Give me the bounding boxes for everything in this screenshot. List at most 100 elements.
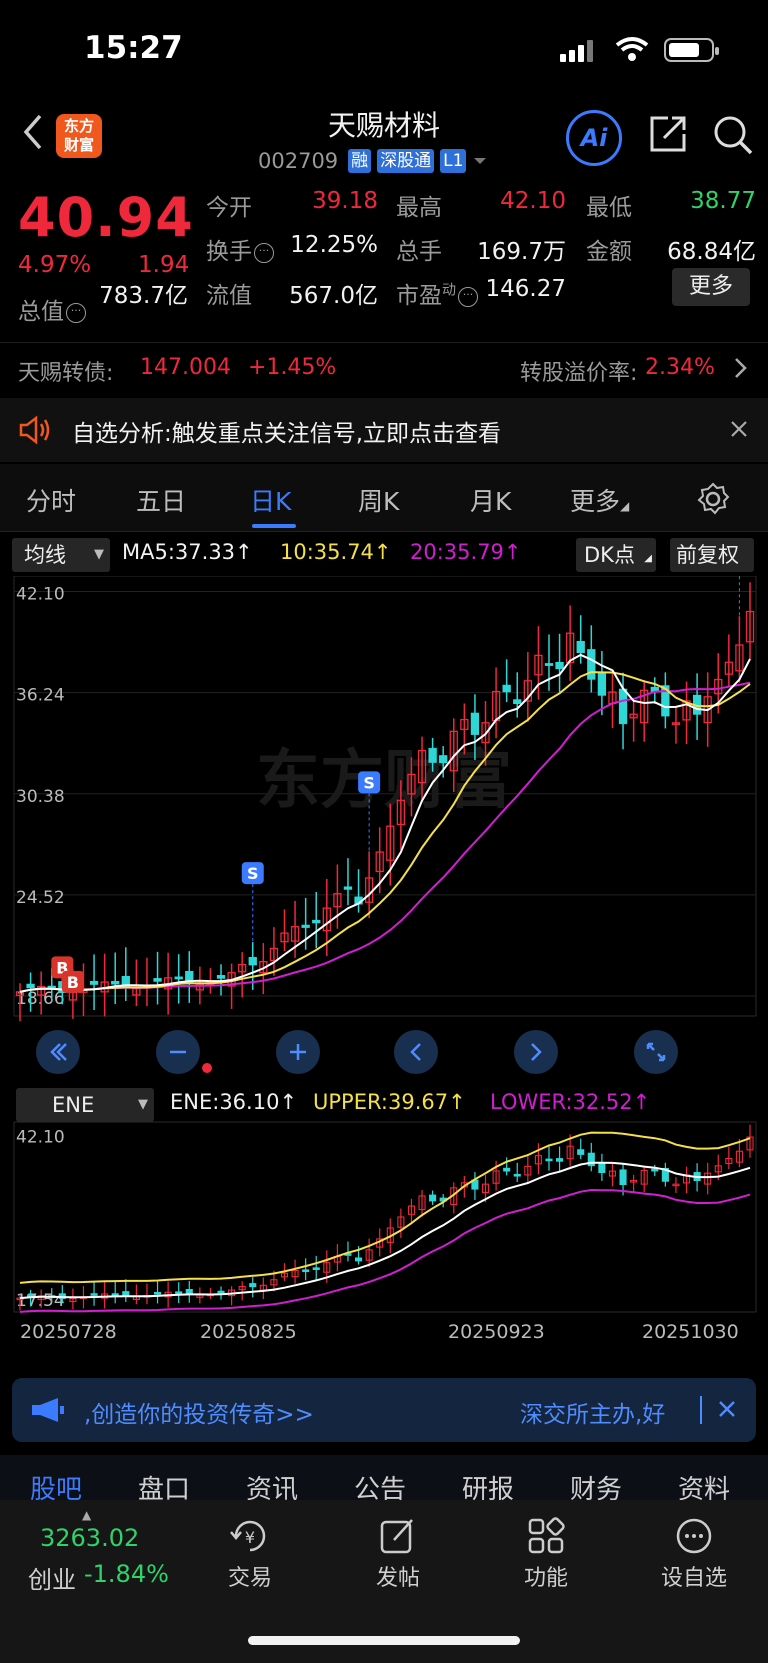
candle-body [15, 991, 25, 996]
info-icon[interactable]: ··· [66, 302, 86, 323]
adjust-button[interactable]: 前复权 [670, 538, 754, 572]
search-icon[interactable] [712, 114, 754, 156]
indicator-selector[interactable]: 均线 ▼ [12, 538, 110, 572]
stock-code: 002709 [258, 149, 339, 173]
nav-post[interactable]: 发帖 [348, 1516, 448, 1592]
candle-body [630, 1179, 638, 1183]
date-label: 20251030 [642, 1321, 739, 1343]
close-icon[interactable] [718, 1400, 736, 1418]
candle-body [216, 975, 226, 979]
index-name[interactable]: 创业 [28, 1566, 76, 1594]
convertible-bond-bar[interactable]: 天赐转债: 147.004 +1.45% 转股溢价率: 2.34% [0, 342, 768, 392]
tab-more[interactable]: 更多◢ [570, 482, 629, 518]
candle-body [37, 985, 46, 996]
close-icon[interactable] [730, 420, 748, 438]
tab-weekly-k[interactable]: 周K [358, 487, 400, 516]
nav-trade[interactable]: ¥ 交易 [200, 1516, 300, 1592]
ai-button[interactable]: Ai [566, 110, 622, 166]
nav-add-watchlist[interactable]: 设自选 [644, 1516, 744, 1592]
candle-body [90, 1293, 98, 1296]
control-circle [394, 1030, 438, 1074]
index-value[interactable]: 3263.02 [40, 1524, 140, 1552]
total-cap-label[interactable]: 总值 ··· [18, 292, 86, 326]
tab-research[interactable]: 研报 [462, 1475, 515, 1501]
tab-profile[interactable]: 资料 [678, 1475, 731, 1501]
zoom-out-icon[interactable] [156, 1030, 200, 1074]
edit-icon [380, 1519, 413, 1554]
chevron-right-icon [735, 358, 747, 378]
fullscreen-icon[interactable] [634, 1030, 678, 1074]
control-glyph [290, 1044, 306, 1060]
turnover-label[interactable]: 换手 ··· [206, 232, 274, 266]
sell-signal-badge [358, 771, 381, 794]
chevron-left-icon[interactable] [394, 1030, 438, 1074]
more-button[interactable]: 更多 [672, 268, 750, 306]
settings-icon[interactable] [696, 482, 730, 516]
index-change[interactable]: -1.84% [84, 1560, 169, 1588]
candle-body [735, 644, 744, 672]
high-value: 42.10 [500, 188, 566, 214]
bottom-nav: ▲ 3263.02 创业 -1.84% ¥ 交易 发帖 功能 设自选 [0, 1500, 768, 1663]
candle-body [566, 1145, 574, 1160]
stock-code-row[interactable]: 002709 融 深股通 L1 [258, 148, 488, 174]
ene-text: ENE:36.10 [170, 1090, 280, 1114]
signal-label: S [247, 864, 259, 883]
analysis-notice[interactable]: 自选分析:触发重点关注信号,立即点击查看 [0, 398, 768, 462]
ene-chart[interactable]: 42.10 17.54 20250728 20250825 20250923 202510… [0, 1120, 768, 1350]
date-label: 20250728 [20, 1321, 117, 1343]
change-percent: 4.97% [18, 252, 92, 278]
info-icon[interactable]: ··· [254, 242, 274, 263]
tab-daily-k[interactable]: 日K [250, 487, 292, 516]
pe-label[interactable]: 市盈动 ··· [396, 276, 478, 310]
candle-body [503, 1167, 511, 1172]
info-icon[interactable]: ··· [458, 286, 478, 307]
ene-selector[interactable]: ENE ▼ [16, 1088, 154, 1122]
candle-body [672, 1183, 680, 1187]
share-icon[interactable] [648, 114, 688, 154]
candle-body [470, 712, 480, 735]
candle-body [587, 1152, 595, 1167]
back-icon[interactable] [18, 112, 48, 152]
tab-monthly-k[interactable]: 月K [470, 487, 512, 516]
chevron-right-icon[interactable] [514, 1030, 558, 1074]
nav-functions[interactable]: 功能 [496, 1516, 596, 1592]
grid-icon [528, 1517, 565, 1554]
tab-finance[interactable]: 财务 [570, 1475, 623, 1501]
ma10-value: 10:35.74↑ [280, 540, 392, 564]
tab-announcements[interactable]: 公告 [354, 1475, 407, 1501]
tab-news[interactable]: 资讯 [246, 1475, 299, 1501]
tab-five-day[interactable]: 五日 [136, 487, 187, 516]
date-label: 20250923 [448, 1321, 545, 1343]
candle-body [661, 1167, 669, 1182]
ene-line [19, 1161, 751, 1300]
wifi-icon [615, 37, 649, 61]
dk-point-label: DK点 [584, 543, 635, 567]
zoom-in-icon[interactable] [276, 1030, 320, 1074]
ma10-text: 10:35.74 [280, 540, 374, 564]
svg-text:¥: ¥ [245, 1528, 255, 1547]
candle-body [523, 680, 532, 702]
y-tick-label: 30.38 [16, 787, 65, 807]
collapse-icon[interactable] [36, 1030, 80, 1074]
candle-body [195, 983, 205, 991]
promo-text-2: 深交所主办,好 [520, 1402, 666, 1428]
signal-label: S [363, 773, 375, 792]
logo-text-2: 财富 [63, 136, 94, 154]
y-tick-label: 18.66 [16, 989, 65, 1009]
ene-svg[interactable]: 42.10 17.54 20250728 20250825 20250923 202510… [0, 1120, 768, 1350]
brand-logo[interactable]: 东方 财富 [56, 114, 102, 158]
candle-body [598, 1162, 606, 1173]
ene-value: ENE:36.10↑ [170, 1090, 298, 1114]
dk-point-button[interactable]: DK点 ◢ [576, 538, 656, 572]
tab-orderbook[interactable]: 盘口 [138, 1475, 191, 1501]
candle-body [746, 1136, 754, 1151]
signal-icon [560, 40, 593, 62]
candle-body [301, 924, 310, 928]
promo-banner[interactable]: ,创造你的投资传奇>> 深交所主办,好 [12, 1378, 756, 1442]
tab-intraday[interactable]: 分时 [26, 487, 77, 516]
tab-forum[interactable]: 股吧 [30, 1475, 83, 1501]
tab-more-label: 更多 [570, 487, 621, 516]
candle-body [587, 649, 596, 680]
